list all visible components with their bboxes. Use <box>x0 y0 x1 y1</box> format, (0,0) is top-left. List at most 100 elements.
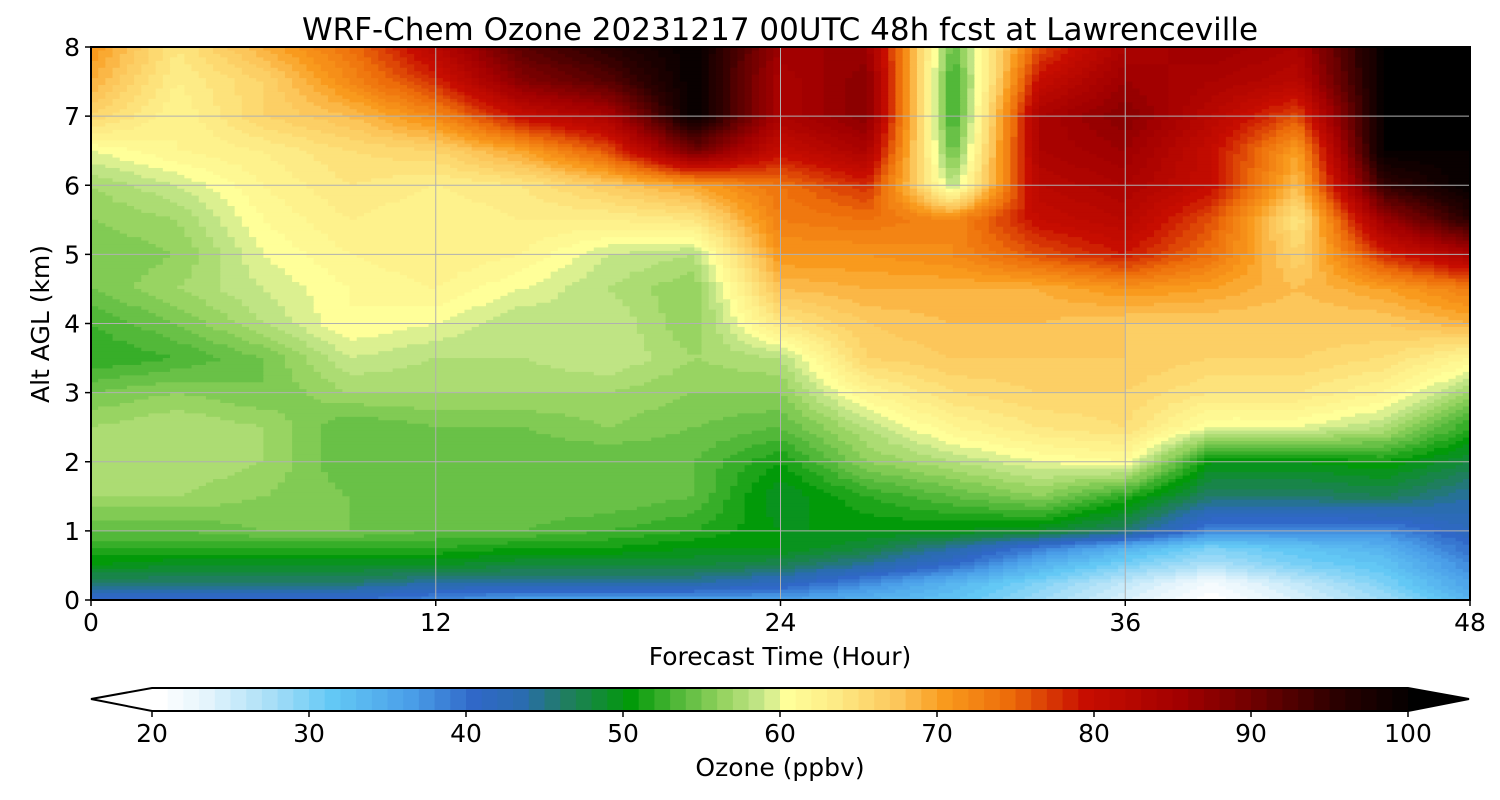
ozone-cell <box>1232 85 1270 90</box>
ozone-cell <box>945 199 954 204</box>
ozone-cell <box>1319 57 1327 62</box>
ozone-cell <box>1355 102 1363 107</box>
ozone-cell <box>622 95 631 100</box>
ozone-cell <box>866 109 875 114</box>
ozone-cell <box>895 91 904 96</box>
ozone-cell <box>1247 230 1256 235</box>
ozone-cell <box>744 112 753 117</box>
ozone-cell <box>802 78 825 83</box>
ozone-cell <box>1003 74 1011 79</box>
ozone-cell <box>809 116 832 121</box>
ozone-cell <box>141 67 157 72</box>
ozone-cell <box>1261 192 1270 197</box>
ozone-cell <box>866 119 875 124</box>
ozone-cell <box>1225 205 1234 211</box>
ozone-cell <box>1010 199 1019 204</box>
ozone-cell <box>1369 185 1378 190</box>
ozone-cell <box>708 157 724 162</box>
ozone-cell <box>1146 126 1162 131</box>
ozone-cell <box>1189 102 1205 107</box>
ozone-cell <box>363 53 379 58</box>
ozone-cell <box>636 64 652 69</box>
ozone-cell <box>873 188 882 193</box>
ozone-cell <box>514 71 523 76</box>
ozone-cell <box>737 57 746 62</box>
ozone-cell <box>615 95 624 100</box>
ozone-cell <box>1283 95 1299 100</box>
ozone-cell <box>1247 150 1256 155</box>
ozone-cell <box>823 57 868 62</box>
ozone-cell <box>1362 226 1371 231</box>
ozone-cell <box>773 136 796 141</box>
ozone-cell <box>1010 85 1019 90</box>
ozone-cell <box>1311 161 1320 166</box>
ozone-cell <box>1046 202 1090 207</box>
ozone-cell <box>1383 199 1399 204</box>
ozone-cell <box>435 150 466 155</box>
ozone-cell <box>521 78 537 83</box>
ozone-cell <box>1125 47 1169 52</box>
ozone-cell <box>1340 188 1349 193</box>
ozone-cell <box>1376 71 1385 76</box>
ozone-cell <box>701 209 710 214</box>
ozone-cell <box>1211 174 1220 179</box>
ozone-cell <box>1232 157 1248 162</box>
ozone-cell <box>694 219 710 224</box>
ozone-cell <box>629 126 638 131</box>
ozone-cell <box>507 74 516 79</box>
ozone-cell <box>1153 216 1169 221</box>
ozone-cell <box>766 212 782 217</box>
ozone-cell <box>909 57 918 62</box>
ozone-cell <box>1311 88 1320 93</box>
ozone-cell <box>888 91 897 96</box>
ozone-cell <box>1031 136 1040 141</box>
ozone-cell <box>1046 50 1055 55</box>
ozone-cell <box>1074 226 1119 231</box>
ozone-cell <box>292 78 308 83</box>
ozone-cell <box>98 219 178 224</box>
ozone-cell <box>572 102 595 107</box>
ozone-cell <box>1369 174 1378 179</box>
ozone-cell <box>960 181 968 186</box>
ozone-cell <box>1390 226 1406 231</box>
ozone-cell <box>924 85 932 90</box>
ozone-cell <box>1326 209 1335 214</box>
ozone-cell <box>852 185 875 190</box>
ozone-cell <box>938 109 947 114</box>
ozone-cell <box>1268 167 1277 173</box>
ozone-cell <box>881 154 889 159</box>
ozone-cell <box>629 164 638 169</box>
ozone-cell <box>263 88 279 93</box>
ozone-cell <box>371 60 387 65</box>
ozone-cell <box>730 71 738 76</box>
ozone-cell <box>1311 109 1320 114</box>
ozone-cell <box>1010 119 1019 124</box>
ozone-cell <box>945 50 954 55</box>
ozone-cell <box>1039 136 1069 141</box>
ozone-cell <box>586 105 609 110</box>
ozone-cell <box>1319 136 1327 141</box>
ozone-cell <box>213 129 243 135</box>
ozone-cell <box>198 199 229 204</box>
ozone-cell <box>1031 67 1040 72</box>
ozone-cell <box>902 57 911 62</box>
ozone-cell <box>888 195 897 200</box>
ozone-cell <box>263 216 308 221</box>
ozone-cell <box>270 60 286 65</box>
ozone-cell <box>1326 136 1335 141</box>
ozone-cell <box>1441 167 1470 173</box>
ozone-cell <box>952 50 961 55</box>
ozone-cell <box>715 112 724 117</box>
ozone-cell <box>1247 81 1284 86</box>
ozone-cell <box>988 147 997 152</box>
ozone-cell <box>758 105 767 110</box>
ozone-cell <box>1024 216 1040 221</box>
ozone-cell <box>679 223 703 228</box>
ozone-cell <box>1290 129 1299 135</box>
ozone-cell <box>1197 167 1213 173</box>
ozone-cell <box>1362 178 1371 183</box>
ozone-cell <box>1297 140 1306 145</box>
ozone-cell <box>751 50 760 55</box>
ozone-cell <box>1268 98 1292 103</box>
ozone-cell <box>1003 143 1011 148</box>
